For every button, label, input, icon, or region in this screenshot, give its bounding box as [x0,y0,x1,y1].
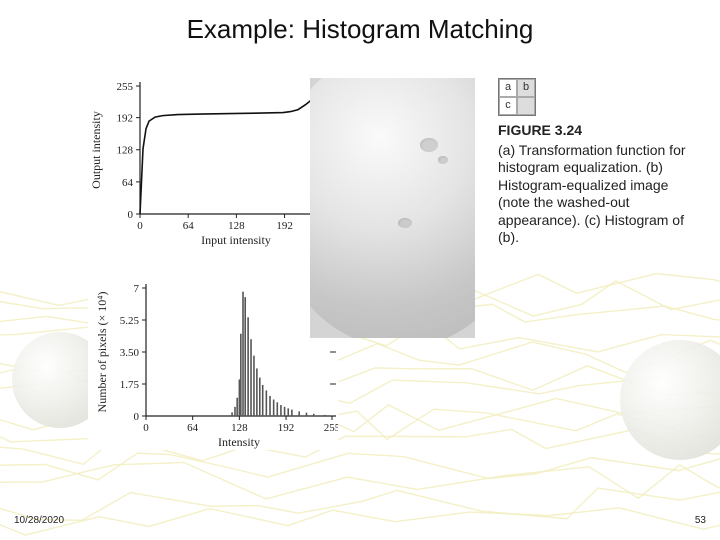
svg-text:192: 192 [278,422,295,434]
svg-text:Number of pixels (× 10⁴): Number of pixels (× 10⁴) [95,292,109,413]
svg-text:128: 128 [231,422,248,434]
subfig-blank-cell [517,97,535,115]
svg-text:1.75: 1.75 [120,379,140,391]
svg-text:3.50: 3.50 [120,347,140,359]
chart-c-svg: 0 64 128 192 255 0 1.75 3.50 5.25 7 Intensity Numbe… [88,280,338,450]
moon-sphere [310,78,475,338]
svg-text:64: 64 [187,422,199,434]
footer-date: 10/28/2020 [14,515,64,526]
svg-text:64: 64 [122,177,134,189]
page-title: Example: Histogram Matching [0,14,720,45]
figure-caption-text: (a) Transformation function for histogra… [498,142,698,247]
subfig-a: a [505,81,511,95]
histogram-chart: 0 64 128 192 255 0 1.75 3.50 5.25 7 Intensity Numbe… [88,280,338,450]
subfig-c-cell: c [499,97,517,115]
svg-text:5.25: 5.25 [120,315,140,327]
figure-number: FIGURE 3.24 [498,122,698,140]
chart-a-svg: 064128192255064128192255Input intensityO… [88,78,338,248]
svg-text:192: 192 [276,220,293,232]
svg-text:128: 128 [228,220,245,232]
svg-text:255: 255 [117,81,134,93]
svg-text:Output intensity: Output intensity [89,111,103,189]
equalized-moon-image [310,78,475,338]
svg-text:0: 0 [137,220,143,232]
svg-text:Intensity: Intensity [218,435,260,449]
svg-text:0: 0 [134,411,140,423]
svg-text:0: 0 [143,422,149,434]
transformation-function-chart: 064128192255064128192255Input intensityO… [88,78,338,248]
slide: Example: Histogram Matching 10/28/2020 5… [0,0,720,540]
subfig-b: b [523,81,529,95]
svg-text:7: 7 [134,283,140,295]
subfig-a-cell: a [499,79,517,97]
subfigure-map: a b c [498,78,536,116]
subfig-c: c [505,99,511,113]
crater-icon [398,218,412,228]
svg-text:Input intensity: Input intensity [201,233,271,247]
svg-text:192: 192 [117,113,134,125]
crater-icon [420,138,438,152]
svg-text:0: 0 [128,209,134,221]
svg-text:64: 64 [183,220,195,232]
subfig-b-cell: b [517,79,535,97]
figure-caption: a b c FIGURE 3.24 (a) Transformation fun… [498,78,698,247]
svg-text:128: 128 [117,145,134,157]
crater-icon [438,156,448,164]
svg-text:255: 255 [324,422,338,434]
page-number: 53 [695,515,706,526]
